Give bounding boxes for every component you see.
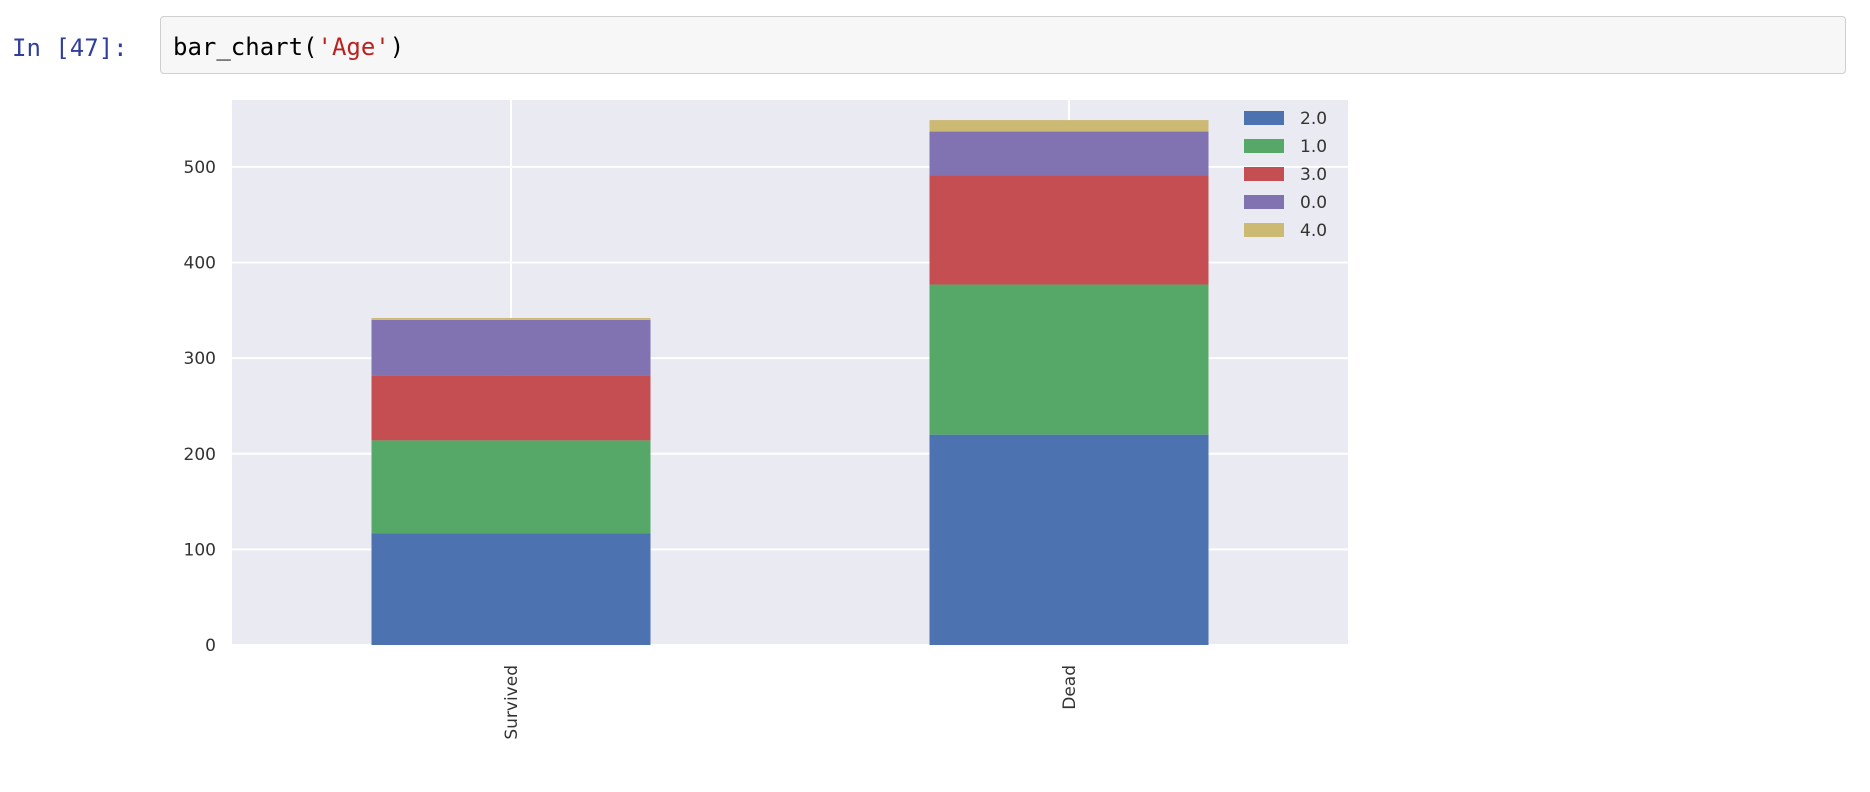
y-tick-label: 200 xyxy=(184,445,216,465)
bar-segment xyxy=(371,375,651,441)
legend: 2.0 1.0 3.0 0.0 4.0 xyxy=(1244,109,1327,241)
y-tick-label: 500 xyxy=(184,158,216,178)
code-line[interactable]: bar_chart('Age') xyxy=(173,33,404,61)
legend-swatch xyxy=(1244,111,1284,125)
y-tick-label: 300 xyxy=(184,349,216,369)
bar-segment xyxy=(371,319,651,376)
x-tick-label: Survived xyxy=(502,665,522,740)
input-prompt: In [47]: xyxy=(12,34,128,62)
code-close-paren: ) xyxy=(389,33,405,61)
y-tick-label: 400 xyxy=(184,254,216,274)
legend-swatch xyxy=(1244,139,1284,153)
code-string-argument: 'Age' xyxy=(317,33,390,61)
legend-swatch xyxy=(1244,167,1284,181)
legend-label: 2.0 xyxy=(1300,109,1327,129)
bar-segment xyxy=(929,175,1209,285)
code-input-area[interactable]: bar_chart('Age') xyxy=(160,16,1846,74)
bars xyxy=(371,120,1209,645)
legend-swatch xyxy=(1244,195,1284,209)
bar-segment xyxy=(929,284,1209,435)
bar-segment xyxy=(371,318,651,320)
bar-segment xyxy=(929,131,1209,176)
legend-swatch xyxy=(1244,223,1284,237)
bar-segment xyxy=(371,533,651,645)
legend-label: 1.0 xyxy=(1300,137,1327,157)
legend-label: 3.0 xyxy=(1300,165,1327,185)
bar-segment xyxy=(929,120,1209,132)
y-tick-label: 0 xyxy=(205,636,216,656)
y-tick-label: 100 xyxy=(184,540,216,560)
x-axis-ticks: Survived Dead xyxy=(502,665,1080,740)
bar-segment xyxy=(929,434,1209,645)
code-function: bar_chart( xyxy=(173,33,318,61)
x-tick-label: Dead xyxy=(1060,665,1080,710)
legend-label: 0.0 xyxy=(1300,193,1327,213)
y-axis-ticks: 0 100 200 300 400 500 xyxy=(184,158,216,656)
legend-label: 4.0 xyxy=(1300,221,1327,241)
bar-segment xyxy=(371,440,651,534)
